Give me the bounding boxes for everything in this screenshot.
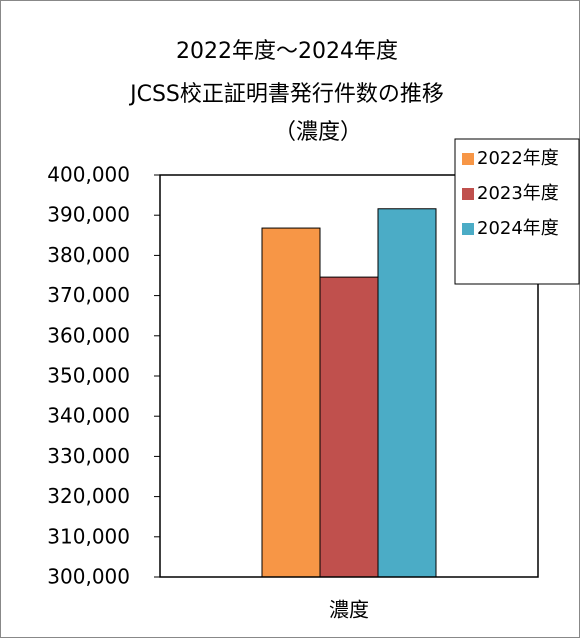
legend-label: 2024年度 — [477, 218, 559, 239]
legend-swatch — [462, 153, 474, 165]
bar — [261, 227, 321, 578]
bar — [377, 208, 437, 578]
y-tick-label: 390,000 — [47, 203, 130, 227]
legend-swatch — [462, 223, 474, 235]
x-tick-label: 濃度 — [329, 598, 369, 622]
y-tick-label: 330,000 — [47, 444, 130, 468]
chart-title: 2022年度～2024年度 — [176, 39, 398, 64]
bar — [319, 276, 379, 578]
y-tick-label: 370,000 — [47, 283, 130, 307]
legend-label: 2023年度 — [477, 183, 559, 204]
y-tick-label: 380,000 — [47, 243, 130, 267]
y-tick-label: 340,000 — [47, 404, 130, 428]
plot-frame — [159, 174, 539, 578]
legend-swatch — [462, 188, 474, 200]
y-tick-label: 310,000 — [47, 524, 130, 548]
y-tick-label: 350,000 — [47, 364, 130, 388]
y-tick-label: 320,000 — [47, 484, 130, 508]
y-tick-label: 400,000 — [47, 163, 130, 187]
legend-label: 2022年度 — [477, 148, 559, 169]
legend-box — [454, 138, 580, 285]
y-tick-label: 360,000 — [47, 323, 130, 347]
chart-title: JCSS校正証明書発行件数の推移 — [128, 82, 444, 107]
chart-title: （濃度） — [274, 120, 362, 145]
y-tick-label: 300,000 — [47, 565, 130, 589]
